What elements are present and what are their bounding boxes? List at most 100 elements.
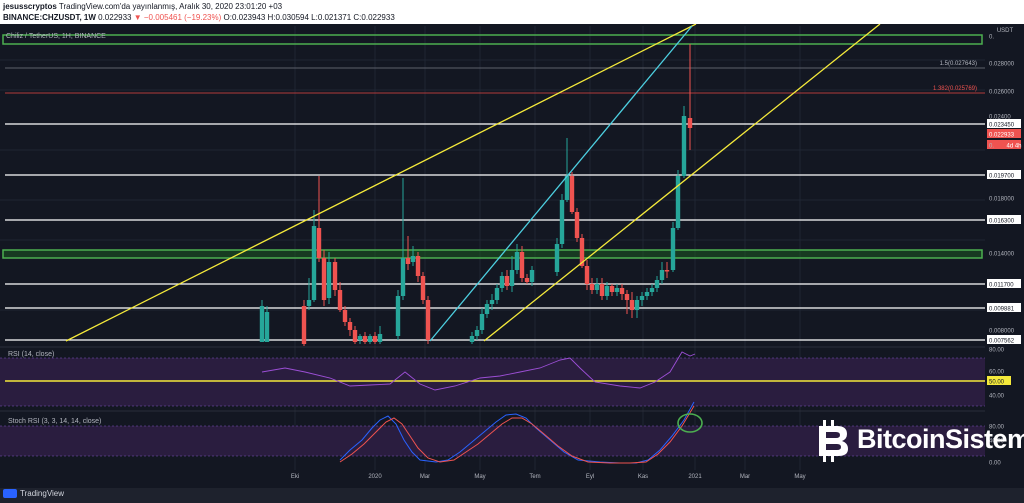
candle-body[interactable] (609, 286, 615, 292)
candle-body[interactable] (367, 336, 373, 342)
candle-body[interactable] (675, 176, 681, 228)
price-tag (987, 215, 1021, 224)
candle-body[interactable] (599, 284, 605, 296)
stoch-scale-label: 40.00 (989, 439, 1005, 445)
candle-body[interactable] (316, 228, 322, 258)
candle-body[interactable] (377, 334, 383, 342)
rsi-band (0, 358, 985, 406)
rsi-line[interactable] (261, 351, 696, 391)
candle-body[interactable] (259, 306, 265, 342)
candle-body[interactable] (362, 336, 368, 342)
candle-body[interactable] (410, 256, 416, 262)
candle-body[interactable] (604, 286, 610, 296)
candlestick-series[interactable] (259, 44, 693, 346)
candle-body[interactable] (614, 288, 620, 292)
candle-body[interactable] (395, 296, 401, 336)
price-label: 0. (989, 144, 994, 150)
price-label: 0.026000 (989, 90, 1015, 96)
tradingview-logo[interactable]: TradingView (3, 489, 64, 499)
candle-body[interactable] (474, 330, 480, 336)
candle-body[interactable] (425, 300, 431, 340)
candle-body[interactable] (372, 336, 378, 342)
candle-body[interactable] (649, 288, 655, 292)
candle-body[interactable] (504, 276, 510, 286)
candle-body[interactable] (594, 284, 600, 290)
candle-body[interactable] (659, 270, 665, 280)
candle-body[interactable] (519, 252, 525, 278)
cyan-trendline[interactable] (429, 25, 693, 342)
candle-body[interactable] (301, 306, 307, 344)
candle-body[interactable] (479, 314, 485, 330)
candle-body[interactable] (469, 336, 475, 342)
candle-body[interactable] (634, 300, 640, 310)
candle-body[interactable] (569, 176, 575, 212)
candle-body[interactable] (420, 276, 426, 300)
price-label: 0. (989, 35, 994, 41)
candle-body[interactable] (264, 312, 270, 342)
candle-body[interactable] (321, 258, 327, 300)
candle-body[interactable] (311, 226, 317, 300)
candle-body[interactable] (654, 280, 660, 288)
candle-body[interactable] (664, 270, 670, 272)
candle-body[interactable] (337, 290, 343, 310)
chart-area[interactable]: USDT 0. 0.028000 0.026000 0.02400 0.023450 0.0… (0, 23, 1024, 492)
candle-body[interactable] (574, 212, 580, 238)
candle-body[interactable] (400, 258, 406, 296)
candle-body[interactable] (639, 296, 645, 300)
candle-body[interactable] (514, 252, 520, 270)
price-tag (987, 140, 1021, 149)
candle-body[interactable] (306, 300, 312, 306)
stoch-d-line[interactable] (339, 405, 695, 464)
candle-body[interactable] (629, 300, 635, 310)
rsi-50-tag (987, 376, 1011, 385)
fib-label: 1.5(0.027643) (940, 61, 977, 67)
candle-body[interactable] (619, 288, 625, 294)
symbol-label: BINANCE:CHZUSDT, 1W (3, 13, 96, 22)
candle-body[interactable] (332, 262, 338, 290)
candle-body[interactable] (681, 116, 687, 176)
candle-body[interactable] (499, 276, 505, 288)
price-tag (987, 129, 1021, 138)
price-chart-svg[interactable]: USDT0.0.0280000.0260000.024000.0234500.0… (0, 23, 1024, 492)
footer-bar: TradingView (0, 488, 1024, 503)
horizontal-levels[interactable] (5, 123, 985, 341)
candle-body[interactable] (584, 266, 590, 284)
price-label: 4d 4h (1006, 144, 1021, 150)
fib-label: 1.382(0.025769) (933, 86, 977, 92)
candle-body[interactable] (589, 284, 595, 290)
candle-body[interactable] (579, 238, 585, 266)
stoch-highlight-circle[interactable] (677, 413, 703, 433)
bitcoinsistemi-logo-icon (819, 420, 848, 462)
candle-body[interactable] (644, 292, 650, 296)
candle-body[interactable] (564, 176, 570, 200)
candle-body[interactable] (524, 278, 530, 282)
price-scale[interactable]: USDT0.0.0280000.0260000.024000.0234500.0… (985, 24, 1024, 345)
candle-body[interactable] (326, 262, 332, 298)
candle-body[interactable] (624, 294, 630, 300)
last-price: 0.022933 (98, 13, 132, 22)
resistance-zone-top[interactable] (2, 34, 983, 45)
candle-body[interactable] (352, 330, 358, 342)
candle-body[interactable] (357, 336, 363, 340)
candle-body[interactable] (529, 270, 535, 282)
candle-body[interactable] (405, 258, 411, 264)
author-name[interactable]: jesusscryptos (3, 2, 57, 11)
time-label: 2020 (368, 474, 382, 480)
candle-body[interactable] (559, 200, 565, 244)
candle-body[interactable] (415, 256, 421, 276)
lower-trendline[interactable] (483, 23, 881, 342)
candle-body[interactable] (554, 244, 560, 272)
price-label: 0.011700 (989, 283, 1014, 289)
price-label: 0.008000 (989, 329, 1015, 335)
candle-body[interactable] (687, 118, 693, 128)
candle-body[interactable] (670, 228, 676, 270)
candle-body[interactable] (509, 270, 515, 286)
candle-body[interactable] (489, 300, 495, 304)
upper-trendline[interactable] (65, 23, 697, 342)
candle-body[interactable] (484, 304, 490, 314)
candle-body[interactable] (342, 310, 348, 322)
support-zone[interactable] (2, 249, 983, 259)
candle-body[interactable] (494, 288, 500, 300)
price-change: ▼ −0.005461 (−19.23%) (133, 13, 222, 22)
candle-body[interactable] (347, 322, 353, 330)
